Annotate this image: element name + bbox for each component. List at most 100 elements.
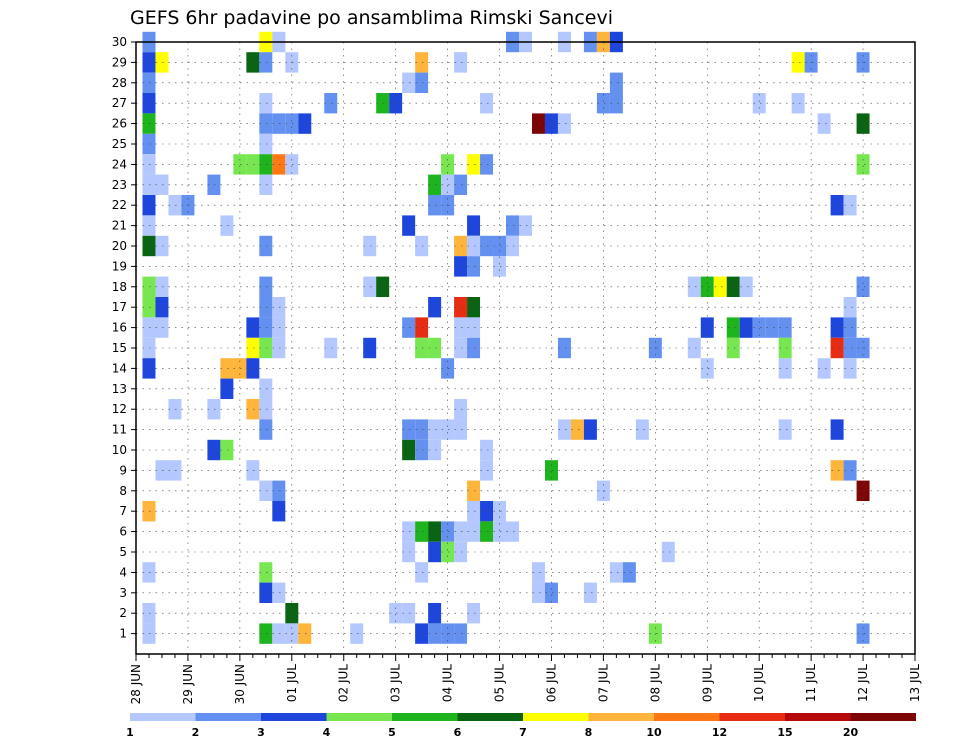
precip-cell <box>220 215 234 236</box>
precip-cell <box>402 72 416 93</box>
colorbar-swatch <box>785 713 851 721</box>
precip-cell <box>609 72 623 93</box>
precip-cell <box>272 582 286 603</box>
precipitation-cells <box>142 31 870 644</box>
precip-cell <box>402 603 416 624</box>
x-tick-label: 01 JUL <box>285 664 299 702</box>
precip-cell <box>544 460 558 481</box>
colorbar-label: 15 <box>777 726 792 739</box>
colorbar-label: 4 <box>323 726 331 739</box>
precip-cell <box>142 195 156 216</box>
precip-cell <box>259 419 273 440</box>
precip-cell <box>207 174 221 195</box>
y-tick-label: 9 <box>119 463 127 477</box>
colorbar-swatch <box>392 713 458 721</box>
precip-cell <box>557 337 571 359</box>
precip-cell <box>259 582 273 603</box>
precip-cell <box>454 52 468 73</box>
precip-cell <box>661 541 675 563</box>
precip-cell <box>830 195 844 216</box>
x-tick-label: 13 JUL <box>908 664 922 702</box>
precip-cell <box>259 174 273 195</box>
precip-cell <box>480 521 494 542</box>
precip-cell <box>285 603 299 624</box>
precip-cell <box>350 623 364 644</box>
precip-cell <box>752 317 766 338</box>
y-tick-label: 18 <box>112 280 127 294</box>
precip-cell <box>506 521 519 542</box>
precip-cell <box>830 337 844 359</box>
grid-lines <box>136 41 915 654</box>
precip-cell <box>155 235 169 257</box>
precip-cell <box>246 317 260 338</box>
precip-cell <box>687 337 701 359</box>
precip-cell <box>843 460 857 481</box>
y-tick-label: 1 <box>119 627 127 641</box>
precip-cell <box>856 113 870 134</box>
x-tick-label: 29 JUN <box>181 664 195 704</box>
precip-cell <box>544 113 558 134</box>
precip-cell <box>596 93 610 114</box>
precip-cell <box>843 337 857 359</box>
precip-cell <box>142 174 156 195</box>
precip-cell <box>402 215 416 236</box>
precip-cell <box>259 337 273 359</box>
precip-cell <box>467 317 481 338</box>
precip-cell <box>142 93 156 114</box>
precip-cell <box>259 276 273 297</box>
precip-cell <box>609 562 623 583</box>
precip-cell <box>259 317 273 338</box>
precip-cell <box>298 623 312 644</box>
precip-cell <box>454 399 468 420</box>
y-tick-label: 14 <box>112 361 127 375</box>
precip-cell <box>467 297 481 318</box>
precip-cell <box>246 460 260 481</box>
precip-cell <box>142 337 156 359</box>
precip-cell <box>467 501 481 522</box>
colorbar-label: 20 <box>843 726 859 739</box>
precip-cell <box>155 52 169 73</box>
precip-cell <box>220 378 234 399</box>
precip-cell <box>778 358 792 379</box>
precip-cell <box>428 195 442 216</box>
precip-cell <box>428 541 442 563</box>
y-tick-label: 3 <box>119 586 127 600</box>
precip-cell <box>480 439 494 461</box>
colorbar-label: 3 <box>257 726 265 739</box>
precip-cell <box>142 154 156 175</box>
x-axis: 28 JUN 29 JUN 30 JUN 01 JUL 02 JUL 03 JUL 04 J… <box>129 654 922 704</box>
precip-cell <box>454 256 468 277</box>
precip-cell <box>259 480 273 501</box>
precip-cell <box>480 235 494 257</box>
precip-cell <box>402 439 416 461</box>
precip-cell <box>285 113 299 134</box>
precip-cell <box>402 419 416 440</box>
precip-cell <box>830 419 844 440</box>
chart-title: GEFS 6hr padavine po ansamblima Rimski S… <box>130 7 613 29</box>
precip-cell <box>220 358 234 379</box>
x-tick-label: 07 JUL <box>596 664 610 702</box>
precip-cell <box>583 582 597 603</box>
precip-cell <box>298 113 312 134</box>
precip-cell <box>259 378 273 399</box>
precip-cell <box>168 195 182 216</box>
precip-cell <box>363 337 377 359</box>
y-tick-label: 27 <box>112 96 127 110</box>
precip-cell <box>467 521 481 542</box>
precip-cell <box>635 419 649 440</box>
precip-cell <box>441 521 455 542</box>
precip-cell <box>142 317 156 338</box>
y-tick-label: 5 <box>119 545 127 559</box>
y-tick-label: 19 <box>112 259 127 273</box>
precip-cell <box>687 276 701 297</box>
precip-cell <box>389 603 403 624</box>
precip-cell <box>454 297 468 318</box>
x-tick-label: 11 JUL <box>804 664 818 702</box>
colorbar-swatch <box>457 713 523 721</box>
precip-cell <box>415 72 429 93</box>
precip-cell <box>467 256 481 277</box>
y-tick-label: 25 <box>112 137 127 151</box>
precip-cell <box>441 541 455 563</box>
precip-cell <box>246 337 260 359</box>
